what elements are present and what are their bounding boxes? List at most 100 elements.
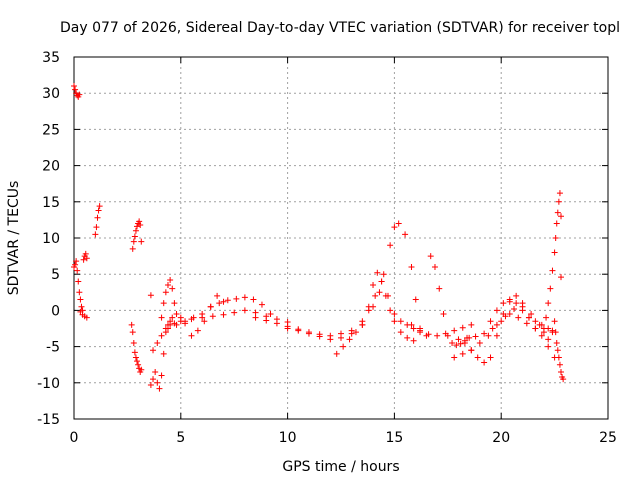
data-point xyxy=(173,321,180,328)
data-point xyxy=(500,300,507,307)
data-point xyxy=(130,238,137,245)
data-point xyxy=(493,307,500,314)
data-point xyxy=(468,347,475,354)
data-point xyxy=(284,325,291,332)
data-point xyxy=(171,300,178,307)
data-point xyxy=(96,203,103,210)
data-point xyxy=(391,224,398,231)
data-point xyxy=(71,82,77,89)
data-point xyxy=(459,350,466,357)
data-point xyxy=(391,318,398,325)
data-point xyxy=(273,320,280,327)
data-point xyxy=(164,282,171,289)
series-sat-d xyxy=(92,203,103,238)
data-point xyxy=(493,332,500,339)
data-point xyxy=(72,261,79,268)
data-point xyxy=(515,314,522,321)
data-point xyxy=(397,318,404,325)
data-point xyxy=(154,339,161,346)
y-tick-label: 0 xyxy=(51,303,60,319)
data-point xyxy=(449,339,456,346)
data-point xyxy=(365,307,372,314)
series-sat-u xyxy=(461,292,558,366)
data-point xyxy=(305,330,312,337)
data-point xyxy=(82,250,89,257)
data-point xyxy=(487,318,494,325)
x-tick-label: 15 xyxy=(385,430,403,446)
data-point xyxy=(352,329,359,336)
data-point xyxy=(545,300,552,307)
data-point xyxy=(231,309,238,316)
data-point xyxy=(474,354,481,361)
data-point xyxy=(137,221,144,228)
data-point xyxy=(77,296,84,303)
x-tick-label: 0 xyxy=(70,430,79,446)
data-point xyxy=(370,282,377,289)
data-point xyxy=(525,314,532,321)
data-point xyxy=(80,256,87,263)
data-point xyxy=(130,339,137,346)
data-point xyxy=(135,361,142,368)
data-point xyxy=(481,330,488,337)
data-point xyxy=(554,209,561,216)
data-point xyxy=(511,305,518,312)
data-point xyxy=(167,321,174,328)
data-point xyxy=(72,86,79,93)
data-point xyxy=(459,324,466,331)
data-point xyxy=(252,314,259,321)
data-point xyxy=(76,289,83,296)
data-point xyxy=(207,303,214,310)
series-sat-i xyxy=(150,307,291,354)
data-point xyxy=(220,298,227,305)
data-point xyxy=(129,245,136,252)
grid xyxy=(74,57,608,419)
data-point xyxy=(131,349,138,356)
data-point xyxy=(560,376,567,383)
data-point xyxy=(519,300,526,307)
data-point xyxy=(150,347,157,354)
data-point xyxy=(158,332,165,339)
data-point xyxy=(551,249,558,256)
data-point xyxy=(425,331,432,338)
data-point xyxy=(338,334,344,341)
data-point xyxy=(132,227,139,234)
data-point xyxy=(220,311,227,318)
data-point xyxy=(427,253,434,260)
series-sat-r xyxy=(408,321,475,339)
data-point xyxy=(513,292,520,299)
data-point xyxy=(160,350,167,357)
data-point xyxy=(241,294,248,301)
data-point xyxy=(188,332,195,339)
data-point xyxy=(134,223,141,230)
data-point xyxy=(457,340,464,347)
data-point xyxy=(472,333,479,340)
data-point xyxy=(167,276,174,283)
data-point xyxy=(372,292,379,299)
data-point xyxy=(402,231,409,238)
y-axis-label: SDTVAR / TECUs xyxy=(6,181,22,296)
data-point xyxy=(78,303,85,310)
data-point xyxy=(552,235,559,241)
data-point xyxy=(169,285,176,292)
data-point xyxy=(461,339,468,346)
data-point xyxy=(408,263,415,270)
data-point xyxy=(374,269,381,276)
x-tick-label: 10 xyxy=(279,430,297,446)
data-point xyxy=(169,314,176,321)
data-point xyxy=(152,368,159,375)
data-point xyxy=(233,295,240,302)
series-sat-t xyxy=(455,311,556,343)
data-point xyxy=(556,361,563,368)
data-point xyxy=(340,343,347,350)
data-point xyxy=(158,372,165,379)
data-point xyxy=(408,321,415,328)
data-point xyxy=(464,334,471,341)
data-point xyxy=(95,207,102,214)
y-tick-label: -10 xyxy=(37,376,60,392)
data-point xyxy=(412,296,419,303)
data-point xyxy=(493,321,500,328)
series-sat-a xyxy=(71,82,83,100)
data-point xyxy=(76,91,83,98)
data-point xyxy=(551,318,558,325)
